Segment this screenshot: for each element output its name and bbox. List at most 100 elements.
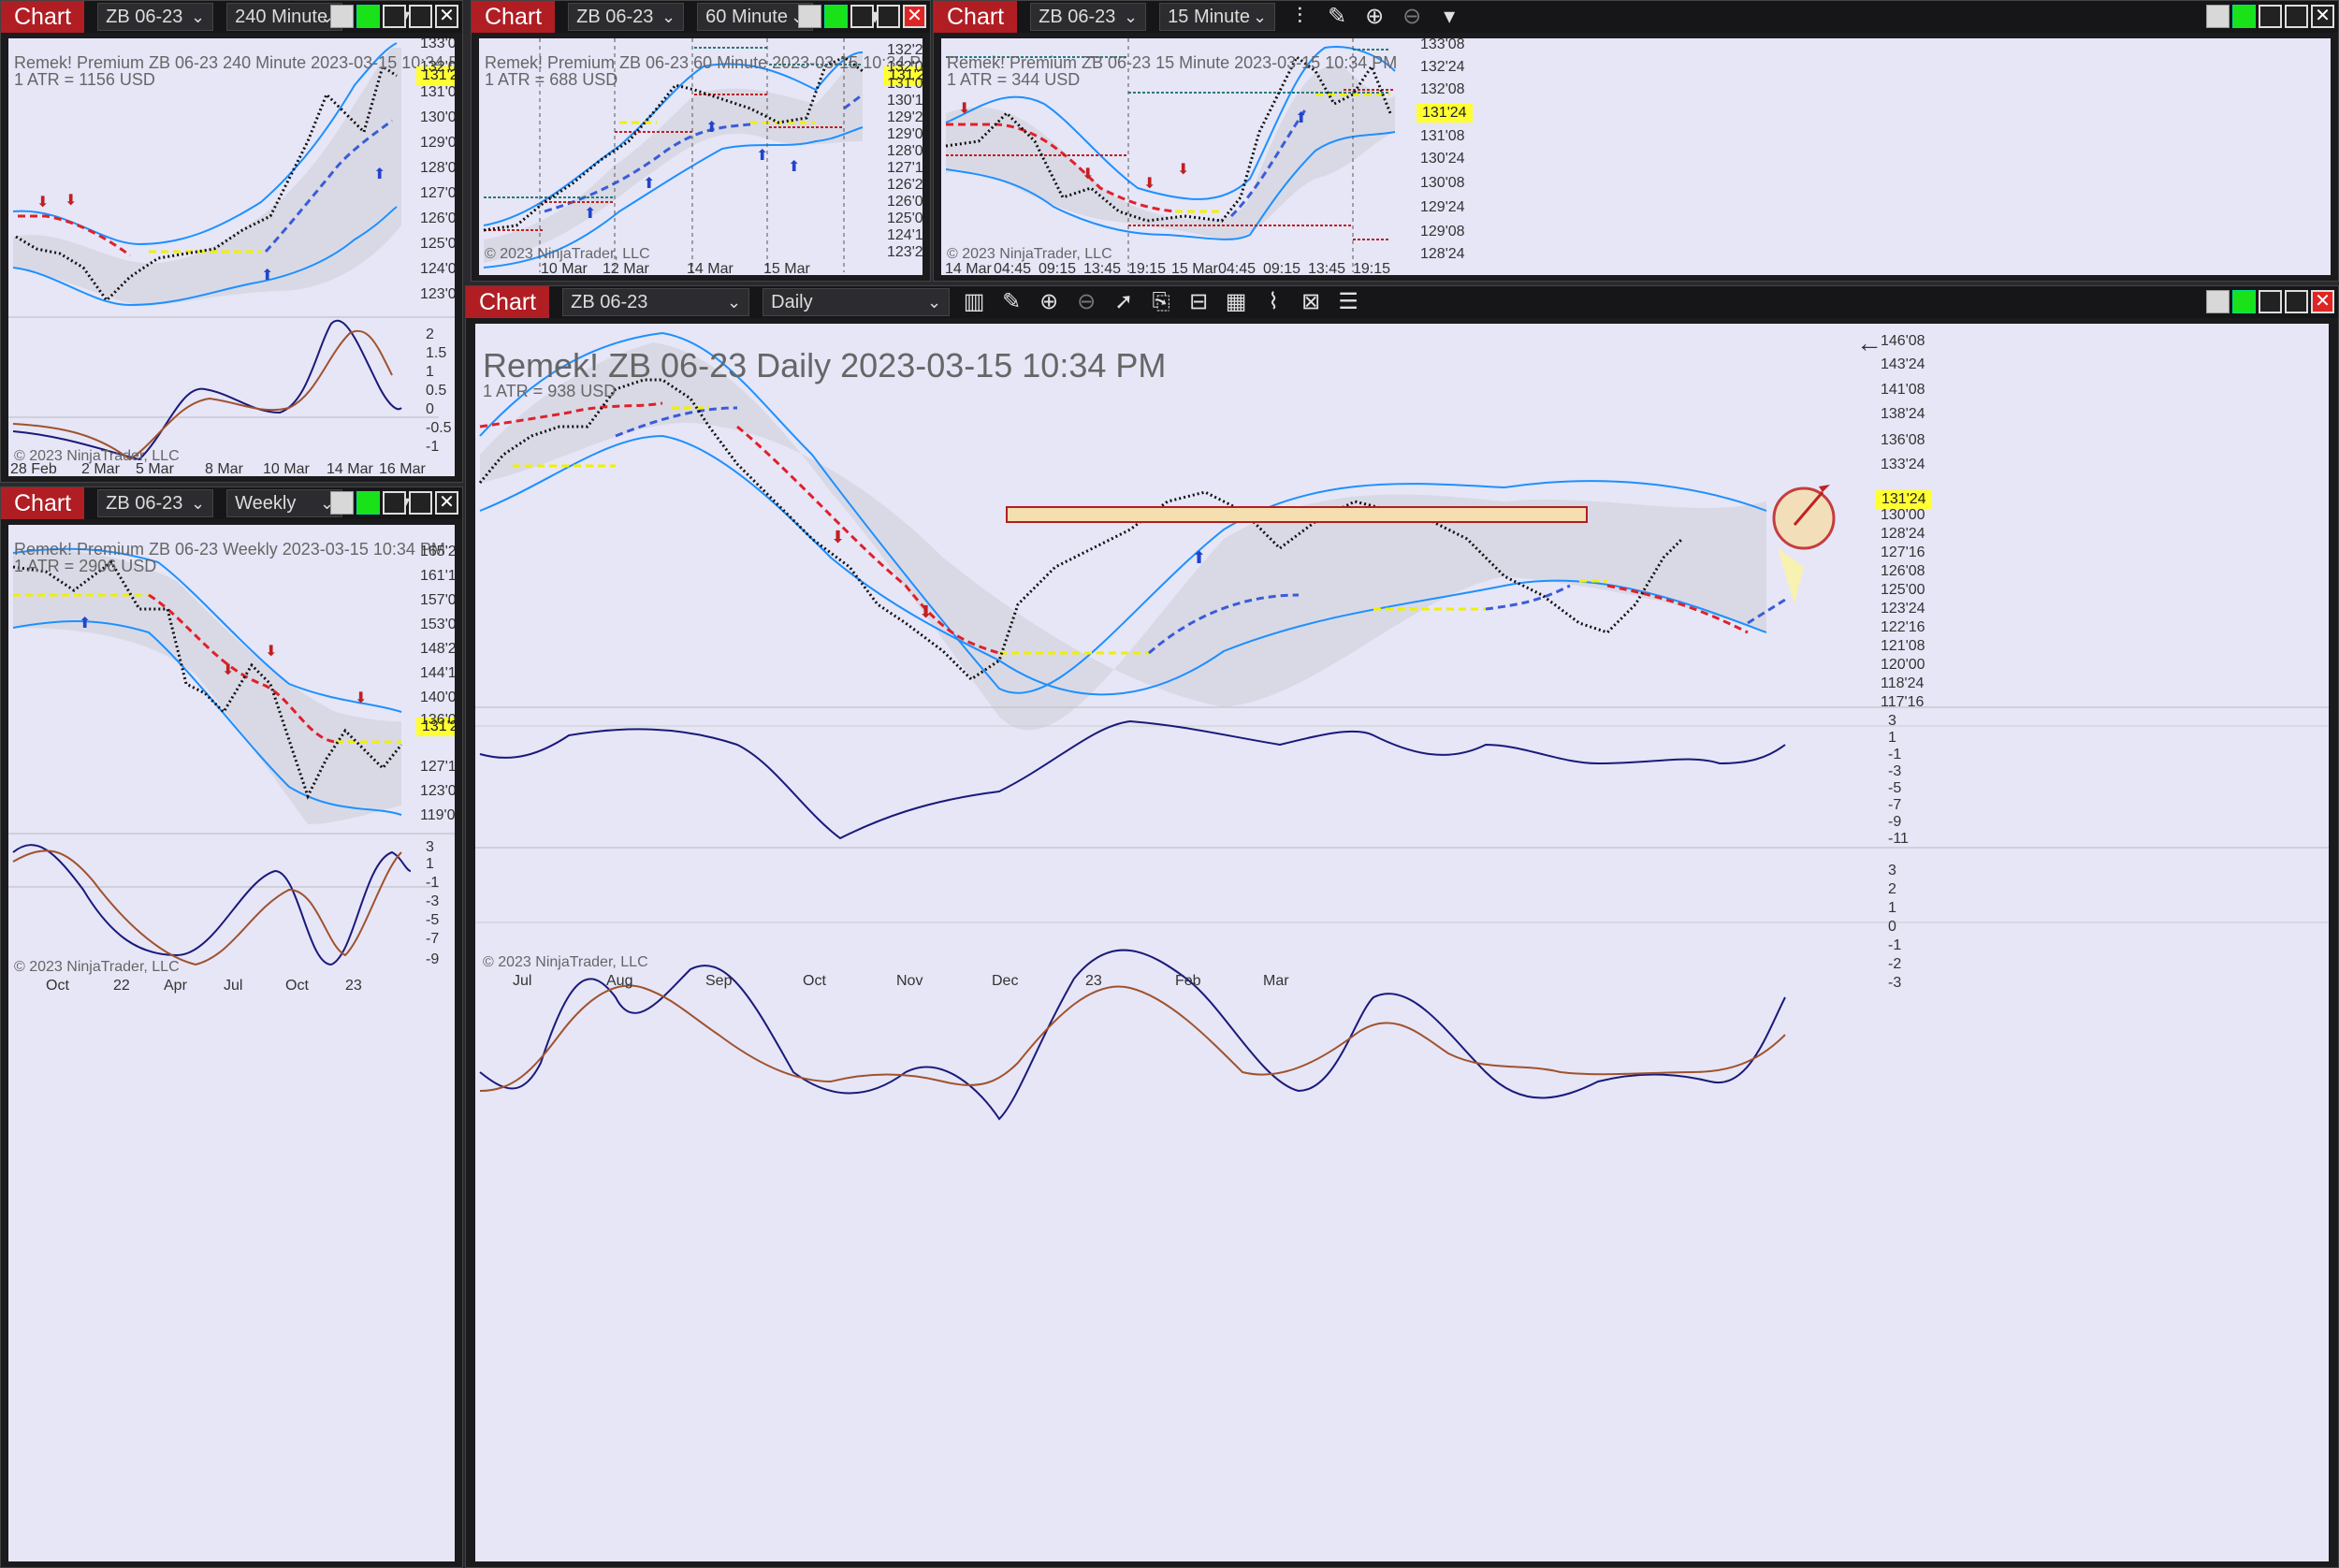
- maximize-button[interactable]: [409, 5, 432, 28]
- svg-text:⬇: ⬇: [36, 195, 49, 211]
- bar-type-icon[interactable]: ⫶: [1297, 4, 1303, 29]
- price-tick: 157'08: [420, 592, 455, 608]
- chart-plot-area[interactable]: ⬆ ⬇ ⬇ ⬇ Remek! Premium ZB 06-23 Weekly 2…: [8, 525, 455, 1561]
- drawing-tool-icon[interactable]: ✎: [1002, 289, 1022, 314]
- price-tick: 132'24: [887, 42, 923, 58]
- chart-title: Remek! Premium ZB 06-23 240 Minute 2023-…: [14, 53, 455, 72]
- strategies-icon[interactable]: ⊠: [1301, 289, 1321, 314]
- time-axis[interactable]: Jul Aug Sep Oct Nov Dec 23 Feb Mar: [475, 973, 1879, 992]
- timeframe-selector[interactable]: 60 Minute⌄: [697, 3, 814, 31]
- instrument-link-button[interactable]: [824, 5, 848, 28]
- link-color-button[interactable]: [330, 5, 354, 28]
- oscillator-axis[interactable]: 3 1 -1 -3 -5 -7 -9: [426, 839, 454, 980]
- bar-type-icon[interactable]: ▥: [963, 289, 985, 314]
- instrument-selector[interactable]: ZB 06-23 ⌄: [1030, 3, 1147, 31]
- chart-plot-area[interactable]: ⬇ ⬇ ⬆ Remek! ZB 06-23 Daily 2023-03-15 1…: [475, 324, 2329, 1561]
- time-tick: Nov: [896, 973, 923, 989]
- maximize-button[interactable]: [409, 491, 432, 515]
- close-button[interactable]: ✕: [435, 5, 458, 28]
- instrument-link-button[interactable]: [2232, 290, 2256, 313]
- minimize-button[interactable]: [383, 491, 406, 515]
- chart-tab[interactable]: Chart: [934, 1, 1018, 33]
- timeframe-selector[interactable]: Daily ⌄: [763, 288, 951, 316]
- object-list-icon[interactable]: ☰: [1338, 289, 1358, 314]
- chart-tab[interactable]: Chart: [1, 487, 85, 519]
- instrument-link-button[interactable]: [356, 5, 380, 28]
- link-color-button[interactable]: [798, 5, 821, 28]
- chart-plot-area[interactable]: ⬇ ⬇ ⬇ ⬇ ⬆ Remek! Premium ZB 06-23 15 Min…: [941, 38, 2331, 275]
- zoom-out-icon[interactable]: ⊖: [1402, 4, 1422, 29]
- minimize-button[interactable]: [2259, 290, 2282, 313]
- chart-tab[interactable]: Chart: [1, 1, 85, 33]
- price-axis[interactable]: 165'24 161'16 157'08 153'00 148'24 144'1…: [420, 525, 455, 824]
- toolbar-dropdown-icon[interactable]: ▾: [1444, 4, 1456, 29]
- instrument-selector[interactable]: ZB 06-23 ⌄: [568, 3, 685, 31]
- time-tick: 09:15: [1263, 261, 1301, 275]
- timeframe-selector[interactable]: Weekly ⌄: [226, 489, 343, 517]
- zoom-out-icon[interactable]: ⊖: [1077, 289, 1097, 314]
- minimize-button[interactable]: [850, 5, 874, 28]
- close-button[interactable]: ✕: [2311, 290, 2334, 313]
- instrument-link-button[interactable]: [356, 491, 380, 515]
- data-box-icon[interactable]: ⎘: [1152, 289, 1170, 314]
- window-titlebar[interactable]: Chart ZB 06-23⌄ 240 Minute⌄ ▥ ▾ ✕: [1, 1, 462, 33]
- link-color-button[interactable]: [330, 491, 354, 515]
- drawing-tool-icon[interactable]: ✎: [1328, 4, 1347, 29]
- price-axis[interactable]: 133'00 132'00 131'00 130'00 129'00 128'0…: [420, 38, 455, 319]
- price-axis[interactable]: 133'08 132'24 132'08 131'08 130'24 130'0…: [1420, 38, 1467, 272]
- maximize-button[interactable]: [2285, 290, 2308, 313]
- time-tick: 15 Mar: [1171, 261, 1218, 275]
- svg-text:⬆: ⬆: [788, 159, 800, 175]
- oscillator-axis[interactable]: 2 1.5 1 0.5 0 -0.5 -1: [426, 327, 454, 467]
- time-axis[interactable]: 28 Feb 2 Mar 5 Mar 8 Mar 10 Mar 14 Mar 1…: [8, 461, 426, 476]
- price-tick: 130'00: [420, 109, 455, 125]
- zoom-in-icon[interactable]: ⊕: [1365, 4, 1385, 29]
- chevron-down-icon: ⌄: [191, 7, 206, 26]
- close-button[interactable]: ✕: [903, 5, 926, 28]
- copyright-label: © 2023 NinjaTrader, LLC: [14, 448, 180, 464]
- chart-trader-icon[interactable]: ⊟: [1189, 289, 1209, 314]
- timeframe-value: Daily: [771, 292, 813, 312]
- price-axis[interactable]: 132'24 132'00 131'08 130'16 129'24 129'0…: [887, 38, 923, 272]
- maximize-button[interactable]: [2285, 5, 2308, 28]
- time-axis[interactable]: Oct 22 Apr Jul Oct 23: [8, 978, 420, 996]
- templates-icon[interactable]: ▦: [1225, 289, 1247, 314]
- maximize-button[interactable]: [877, 5, 900, 28]
- svg-text:⬆: ⬆: [643, 176, 655, 192]
- histogram-axis[interactable]: 3 1 -1 -3 -5 -7 -9 -11: [1888, 713, 1925, 853]
- link-color-button[interactable]: [2206, 5, 2230, 28]
- chart-plot-area[interactable]: ⬆ ⬆ ⬆ ⬆ ⬆ Remek! Premium ZB 06-23 60 Min…: [479, 38, 923, 275]
- chart-tab[interactable]: Chart: [472, 1, 556, 33]
- instrument-selector[interactable]: ZB 06-23 ⌄: [562, 288, 750, 316]
- price-axis[interactable]: 146'08 143'24 141'08 138'24 136'08 133'2…: [1881, 324, 1937, 710]
- time-axis[interactable]: 14 Mar 04:45 09:15 13:45 19:15 15 Mar 04…: [941, 261, 1409, 275]
- instrument-selector[interactable]: ZB 06-23 ⌄: [97, 3, 214, 31]
- window-titlebar[interactable]: Chart ZB 06-23⌄ 60 Minute⌄ ⫶ ▾ ✕: [472, 1, 930, 33]
- close-button[interactable]: ✕: [435, 491, 458, 515]
- indicators-icon[interactable]: ⌇: [1268, 289, 1279, 314]
- timeframe-selector[interactable]: 240 Minute ⌄: [226, 3, 343, 31]
- chart-tab[interactable]: Chart: [466, 286, 550, 318]
- instrument-selector[interactable]: ZB 06-23 ⌄: [97, 489, 214, 517]
- svg-text:⬇: ⬇: [265, 644, 277, 660]
- pointer-icon[interactable]: ➚: [1114, 289, 1134, 314]
- chart-plot-area[interactable]: ⬇ ⬇ ⬆ ⬆ Remek! Premium ZB 06-23 240 Minu…: [8, 38, 455, 476]
- close-button[interactable]: ✕: [2311, 5, 2334, 28]
- time-axis[interactable]: 10 Mar 12 Mar 14 Mar 15 Mar: [479, 261, 881, 275]
- oscillator-axis[interactable]: 3 2 1 0 -1 -2 -3: [1888, 863, 1925, 1003]
- price-tick: 143'24: [1881, 356, 1925, 372]
- zoom-in-icon[interactable]: ⊕: [1039, 289, 1059, 314]
- minimize-button[interactable]: [2259, 5, 2282, 28]
- back-arrow-icon[interactable]: ←: [1856, 328, 1882, 357]
- window-titlebar[interactable]: Chart ZB 06-23 ⌄ Daily ⌄ ▥ ✎ ⊕ ⊖ ➚ ⎘ ⊟ ▦ ⌇…: [466, 286, 2338, 318]
- price-tick: 128'00: [420, 160, 455, 176]
- price-tick: 123'24: [887, 244, 923, 260]
- link-color-button[interactable]: [2206, 290, 2230, 313]
- instrument-link-button[interactable]: [2232, 5, 2256, 28]
- time-tick: Aug: [606, 973, 633, 989]
- minimize-button[interactable]: [383, 5, 406, 28]
- timeframe-selector[interactable]: 15 Minute ⌄: [1159, 3, 1276, 31]
- time-tick: Sep: [705, 973, 733, 989]
- window-titlebar[interactable]: Chart ZB 06-23⌄ Weekly⌄ ▥ ▾ ✕: [1, 487, 462, 519]
- window-titlebar[interactable]: Chart ZB 06-23 ⌄ 15 Minute ⌄ ⫶ ✎ ⊕ ⊖ ▾ ✕: [934, 1, 2338, 33]
